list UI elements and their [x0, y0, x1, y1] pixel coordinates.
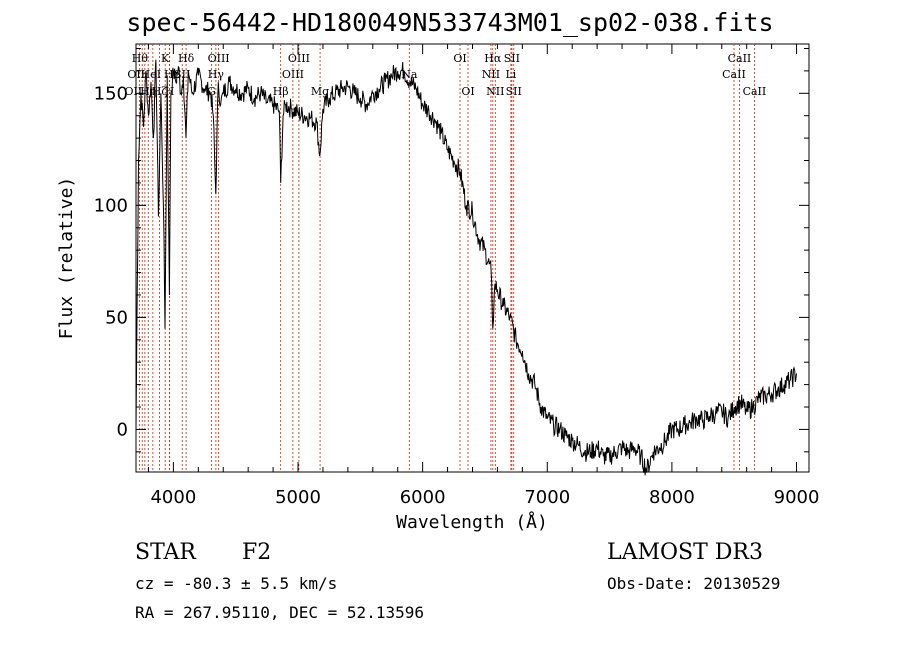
line-marker-label: Hγ — [208, 68, 225, 81]
line-marker-label: SII — [504, 52, 520, 65]
x-tick-label: 4000 — [150, 487, 196, 508]
line-marker-label: Na — [401, 68, 418, 81]
x-tick-label: 7000 — [524, 487, 570, 508]
y-tick-label: 100 — [94, 195, 128, 216]
line-marker-label: HeI — [141, 68, 161, 81]
marker-labels: OIIOIIHθHηHeIHζKHHεSIIHδGHγOIIIHβOIIIOII… — [125, 52, 767, 98]
line-marker-label: OIII — [208, 52, 230, 65]
line-marker-label: CaII — [722, 68, 746, 81]
line-marker-label: NII — [482, 68, 500, 81]
line-marker-label: Hη — [140, 85, 156, 98]
survey: LAMOST DR3 — [607, 540, 763, 565]
x-tick-label: 8000 — [649, 487, 695, 508]
line-marker-label: Hθ — [132, 52, 149, 65]
line-marker-label: Mg — [311, 85, 329, 98]
line-marker-label: Hδ — [178, 52, 195, 65]
plot-frame — [135, 43, 810, 473]
obs-date: Obs-Date: 20130529 — [607, 574, 781, 593]
subclass: F2 — [242, 540, 272, 565]
coordinates: RA = 267.95110, DEC = 52.13596 — [135, 603, 424, 622]
line-marker-label: OII — [125, 85, 143, 98]
line-marker-label: CaII — [728, 52, 752, 65]
line-marker-label: OIII — [282, 68, 304, 81]
line-marker-label: H — [165, 85, 175, 98]
object-class: STAR — [135, 540, 196, 565]
line-marker-label: CaII — [743, 85, 767, 98]
line-marker-label: Hε — [164, 68, 180, 81]
line-marker-label: OI — [453, 52, 466, 65]
line-marker-label: SII — [506, 85, 522, 98]
line-marker-label: Hβ — [273, 85, 289, 98]
y-axis-label: Flux (relative) — [56, 177, 77, 340]
chart-title: spec-56442-HD180049N533743M01_sp02-038.f… — [126, 8, 774, 37]
line-marker-label: Hζ — [152, 85, 168, 98]
x-tick-label: 5000 — [275, 487, 321, 508]
spectrum-line — [135, 59, 797, 476]
redshift: cz = -80.3 ± 5.5 km/s — [135, 574, 338, 593]
line-marker-label: OII — [127, 68, 145, 81]
line-marker-label: OI — [461, 85, 474, 98]
line-marker-label: OIII — [288, 52, 310, 65]
line-markers — [138, 44, 755, 472]
axis-ticks: 4000 5000 6000 7000 8000 9000 0 50 100 150 — [94, 44, 820, 508]
spectrum-series — [135, 59, 797, 476]
line-marker-label: G — [207, 85, 216, 98]
line-marker-label: Hα — [484, 52, 502, 65]
y-tick-label: 0 — [117, 419, 128, 440]
x-tick-label: 9000 — [774, 487, 820, 508]
line-marker-label: SII — [174, 68, 190, 81]
line-marker-label: Li — [505, 68, 516, 81]
y-tick-label: 150 — [94, 83, 128, 104]
x-tick-label: 6000 — [400, 487, 446, 508]
line-marker-label: NII — [486, 85, 504, 98]
x-axis-label: Wavelength (Å) — [396, 511, 548, 533]
y-tick-label: 50 — [105, 307, 128, 328]
line-marker-label: K — [161, 52, 170, 65]
